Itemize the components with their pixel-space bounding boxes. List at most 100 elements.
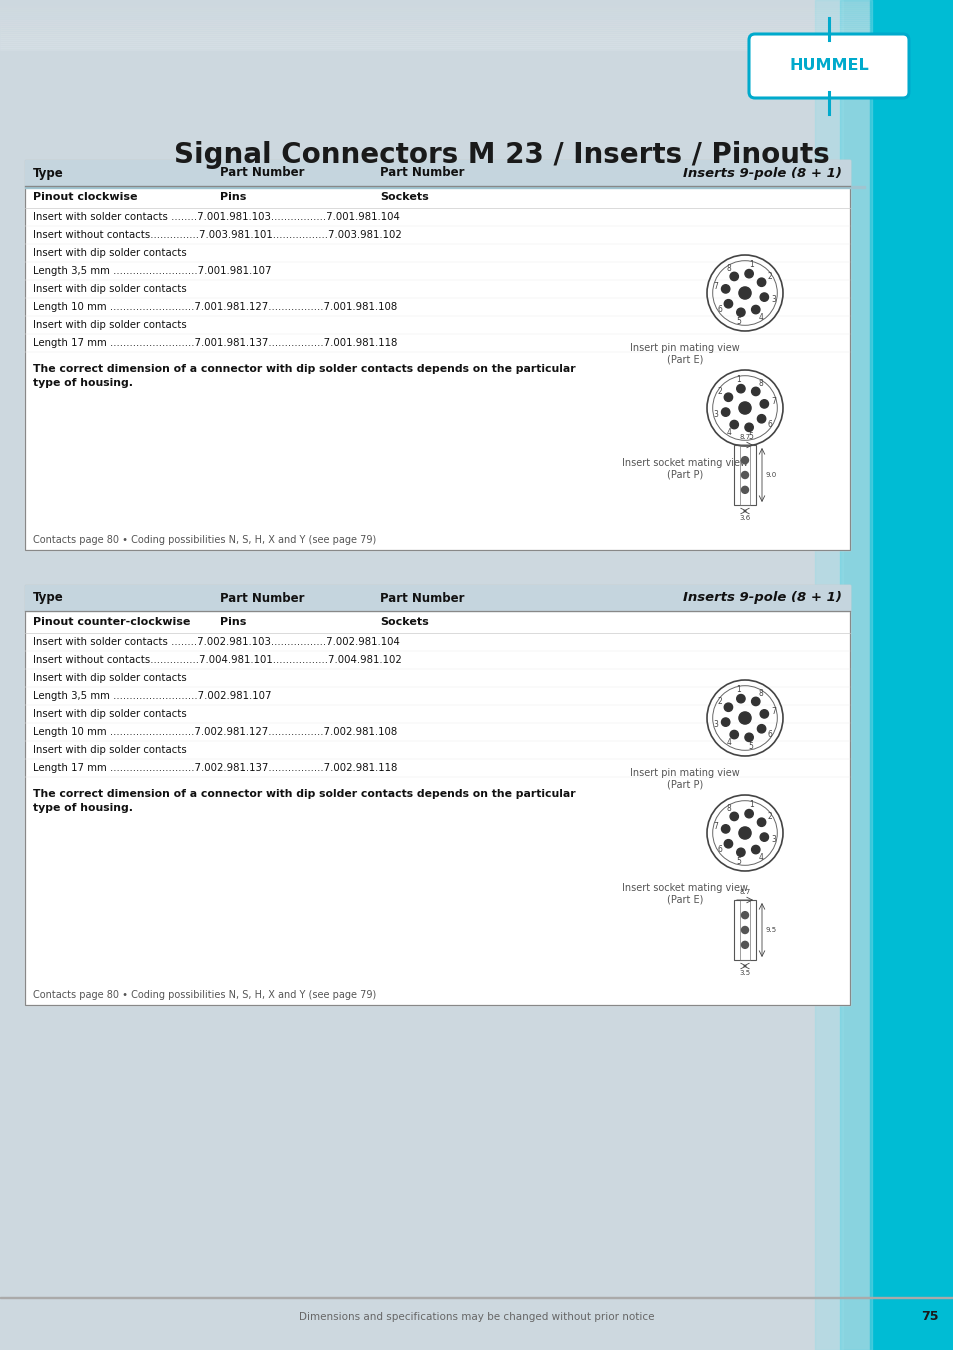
Text: Length 3,5 mm ..........................7.001.981.107: Length 3,5 mm ..........................… — [33, 266, 272, 275]
Text: Sockets: Sockets — [379, 192, 428, 202]
Circle shape — [744, 733, 753, 741]
Text: Dimensions and specifications may be changed without prior notice: Dimensions and specifications may be cha… — [299, 1312, 654, 1322]
Text: 7: 7 — [771, 397, 776, 406]
Bar — [0, 26, 869, 28]
Bar — [0, 4, 869, 5]
Text: Insert socket mating view
(Part P): Insert socket mating view (Part P) — [621, 458, 747, 479]
Text: Contacts page 80 • Coding possibilities N, S, H, X and Y (see page 79): Contacts page 80 • Coding possibilities … — [33, 990, 375, 1000]
Text: Length 10 mm ..........................7.001.981.127.................7.001.981.1: Length 10 mm ..........................7… — [33, 302, 396, 312]
Circle shape — [740, 926, 748, 933]
Circle shape — [751, 845, 760, 853]
Text: Length 3,5 mm ..........................7.002.981.107: Length 3,5 mm ..........................… — [33, 691, 272, 701]
Text: 9.0: 9.0 — [765, 472, 777, 478]
Text: The correct dimension of a connector with dip solder contacts depends on the par: The correct dimension of a connector wit… — [33, 364, 575, 374]
Text: 3: 3 — [771, 834, 776, 844]
FancyBboxPatch shape — [748, 34, 908, 99]
Bar — [0, 1, 869, 4]
Circle shape — [751, 305, 760, 313]
Text: HUMMEL: HUMMEL — [788, 58, 868, 73]
Bar — [0, 9, 869, 12]
Text: Insert socket mating view
(Part E): Insert socket mating view (Part E) — [621, 883, 747, 905]
Bar — [25, 585, 849, 1004]
Bar — [0, 18, 869, 20]
Circle shape — [757, 818, 765, 826]
Text: 1: 1 — [748, 259, 753, 269]
Circle shape — [739, 402, 750, 414]
Text: 8.7: 8.7 — [739, 890, 750, 895]
Bar — [869, 0, 953, 1350]
Bar — [0, 36, 869, 38]
Bar — [733, 900, 755, 960]
Text: Insert pin mating view
(Part E): Insert pin mating view (Part E) — [630, 343, 740, 364]
Bar — [840, 0, 871, 1350]
Circle shape — [729, 420, 738, 429]
Bar — [0, 16, 869, 18]
Circle shape — [736, 308, 744, 316]
Circle shape — [740, 911, 748, 918]
Text: 3: 3 — [771, 294, 776, 304]
Text: Insert with dip solder contacts: Insert with dip solder contacts — [33, 745, 187, 755]
Bar — [733, 446, 755, 505]
Circle shape — [736, 385, 744, 393]
Text: 6: 6 — [766, 729, 771, 738]
Text: Length 17 mm ..........................7.001.981.137.................7.001.981.1: Length 17 mm ..........................7… — [33, 338, 397, 348]
Text: 1: 1 — [736, 375, 740, 383]
Text: 4: 4 — [726, 738, 731, 747]
Text: 4: 4 — [758, 313, 762, 323]
Text: Length 17 mm ..........................7.002.981.137.................7.002.981.1: Length 17 mm ..........................7… — [33, 763, 397, 774]
Text: 3: 3 — [713, 409, 718, 418]
Bar — [0, 49, 869, 50]
Text: 3: 3 — [713, 720, 718, 729]
Bar — [25, 185, 864, 188]
Text: Part Number: Part Number — [220, 591, 304, 605]
Text: 7: 7 — [713, 282, 718, 292]
Bar — [0, 45, 869, 46]
Circle shape — [740, 456, 748, 463]
Text: Insert with solder contacts ........7.001.981.103.................7.001.981.104: Insert with solder contacts ........7.00… — [33, 212, 399, 221]
Text: Insert with solder contacts ........7.002.981.103.................7.002.981.104: Insert with solder contacts ........7.00… — [33, 637, 399, 647]
Text: 8: 8 — [758, 379, 762, 387]
Text: Inserts 9-pole (8 + 1): Inserts 9-pole (8 + 1) — [682, 591, 841, 605]
Bar — [0, 32, 869, 34]
Text: Insert without contacts...............7.004.981.101.................7.004.981.10: Insert without contacts...............7.… — [33, 655, 401, 666]
Text: Type: Type — [33, 166, 64, 180]
Text: 4: 4 — [758, 853, 762, 863]
Circle shape — [760, 833, 768, 841]
Bar — [0, 5, 869, 8]
Text: 5: 5 — [748, 743, 753, 752]
Text: 1: 1 — [736, 684, 740, 694]
Bar — [0, 22, 869, 24]
Bar — [0, 0, 869, 1]
Text: Part Number: Part Number — [220, 166, 304, 180]
Text: Sockets: Sockets — [379, 617, 428, 626]
Text: 2: 2 — [718, 387, 722, 397]
Circle shape — [723, 703, 732, 711]
Circle shape — [736, 694, 744, 703]
Text: Pinout counter-clockwise: Pinout counter-clockwise — [33, 617, 191, 626]
Text: 3.6: 3.6 — [739, 514, 750, 521]
Text: 3.5: 3.5 — [739, 971, 750, 976]
Circle shape — [757, 278, 765, 286]
Circle shape — [720, 285, 729, 293]
Bar — [25, 585, 849, 612]
Bar — [740, 446, 749, 505]
Text: Insert with dip solder contacts: Insert with dip solder contacts — [33, 709, 187, 720]
Bar — [740, 900, 749, 960]
Circle shape — [744, 810, 753, 818]
Bar — [0, 40, 869, 42]
Circle shape — [720, 825, 729, 833]
Bar — [0, 28, 869, 30]
Circle shape — [740, 471, 748, 478]
Circle shape — [720, 408, 729, 416]
Bar — [0, 14, 869, 16]
Circle shape — [760, 400, 768, 408]
Circle shape — [739, 828, 750, 840]
Text: Pinout clockwise: Pinout clockwise — [33, 192, 137, 202]
Text: 4: 4 — [726, 428, 731, 437]
Circle shape — [723, 393, 732, 401]
Text: 6: 6 — [717, 845, 722, 853]
Bar — [0, 38, 869, 40]
Bar — [0, 8, 869, 9]
Text: 6: 6 — [766, 420, 771, 428]
Bar — [0, 24, 869, 26]
